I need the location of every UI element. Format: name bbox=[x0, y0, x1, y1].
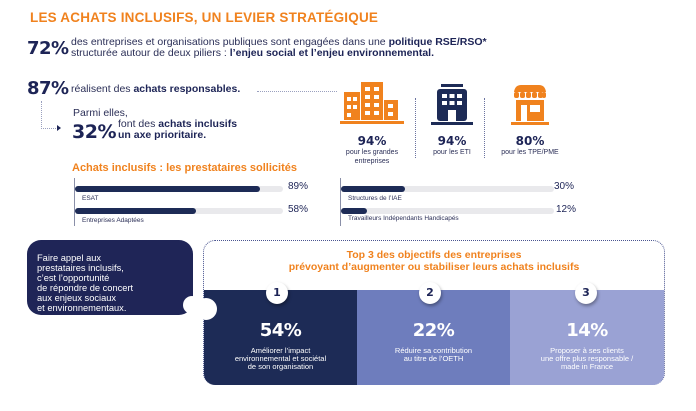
objective-line: au titre de l’OETH bbox=[403, 354, 464, 363]
stat-87-bold: achats responsables. bbox=[133, 83, 241, 95]
stat-87-plain: réalisent des bbox=[71, 83, 134, 95]
company-type-large-label: pour les grandes entreprises bbox=[345, 149, 399, 165]
callout-line: prestataires inclusifs, bbox=[37, 263, 124, 273]
objective-line: une offre plus responsable / bbox=[540, 354, 634, 363]
company-type-eti: 94% pour les ETI bbox=[407, 82, 497, 158]
callout-line: Faire appel aux bbox=[37, 253, 102, 263]
bar-label: Travailleurs Indépendants Handicapés bbox=[348, 215, 459, 222]
page-title: LES ACHATS INCLUSIFS, UN LEVIER STRATÉGI… bbox=[30, 10, 379, 25]
objective-line: Améliorer l’impact bbox=[250, 346, 311, 355]
objective-2-value: 22% bbox=[412, 320, 455, 341]
stat-32-value: 32% bbox=[72, 121, 116, 143]
bars-axis-right bbox=[340, 178, 341, 226]
stat-72-line2: structurée autour de deux piliers : bbox=[71, 46, 230, 59]
company-type-large: 94% pour les grandes entreprises bbox=[327, 82, 417, 166]
callout-line: c’est l’opportunité bbox=[37, 273, 110, 283]
large-company-building-icon bbox=[340, 82, 404, 124]
stat-32-intro: Parmi elles, bbox=[73, 107, 128, 119]
callout-line: de répondre de concert bbox=[37, 283, 134, 293]
divider bbox=[415, 98, 416, 158]
mid-size-company-building-icon bbox=[431, 84, 473, 125]
company-type-tpe-pme-value: 80% bbox=[515, 134, 545, 148]
objective-1-value: 54% bbox=[259, 320, 302, 341]
callout-line: aux enjeux sociaux bbox=[37, 293, 117, 303]
stat-32-line1-bold: achats inclusifs bbox=[158, 118, 238, 130]
stat-72-value: 72% bbox=[27, 38, 69, 59]
bar-fill bbox=[341, 186, 405, 192]
objective-line: Réduire sa contribution bbox=[394, 346, 473, 355]
providers-title: Achats inclusifs : les prestataires soll… bbox=[72, 162, 297, 174]
objective-1-label: Améliorer l’impact environnemental et so… bbox=[204, 347, 357, 371]
stat-72-line1-bold: politique RSE/RSO* bbox=[388, 36, 487, 48]
objective-line: Proposer à ses clients bbox=[550, 346, 624, 355]
rank-badge-1: 1 bbox=[266, 282, 288, 304]
objective-3-label: Proposer à ses clients une offre plus re… bbox=[510, 347, 664, 371]
stat-72-line2-bold: l’enjeu social et l’enjeu environnementa… bbox=[229, 46, 434, 59]
divider bbox=[484, 98, 485, 158]
stat-87-value: 87% bbox=[27, 78, 69, 99]
company-type-large-value: 94% bbox=[357, 134, 387, 148]
objective-2-label: Réduire sa contribution au titre de l’OE… bbox=[357, 347, 510, 363]
top3-title-line1: Top 3 des objectifs des entreprises bbox=[346, 249, 522, 261]
stat-32-line1: font des bbox=[118, 118, 159, 130]
dotted-connector bbox=[257, 91, 337, 92]
puzzle-knob bbox=[195, 298, 217, 320]
rank-badge-3: 3 bbox=[575, 282, 597, 304]
bar-fill bbox=[75, 186, 261, 192]
bar-value: 12% bbox=[556, 204, 577, 215]
callout-box bbox=[27, 240, 193, 315]
bar-value: 58% bbox=[288, 204, 309, 215]
top3-title: Top 3 des objectifs des entreprises prév… bbox=[203, 249, 665, 273]
objective-line: made in France bbox=[560, 362, 614, 371]
objective-line: de son organisation bbox=[247, 362, 314, 371]
stat-32-text: font des achats inclusifs un axe priorit… bbox=[118, 119, 237, 141]
company-type-tpe-pme-label: pour les TPE/PME bbox=[501, 149, 559, 156]
bar-value: 89% bbox=[288, 181, 309, 192]
bar-fill bbox=[341, 208, 367, 214]
objective-3: 14% Proposer à ses clients une offre plu… bbox=[510, 290, 664, 385]
company-type-eti-label: pour les ETI bbox=[433, 149, 471, 156]
arrow-right-icon bbox=[57, 125, 61, 131]
bar-track-tih bbox=[341, 208, 554, 214]
objective-1: 54% Améliorer l’impact environnemental e… bbox=[204, 290, 357, 385]
bar-track-ea bbox=[75, 208, 283, 214]
dotted-arrow-horizontal bbox=[41, 128, 58, 129]
stat-72-text: des entreprises et organisations publiqu… bbox=[71, 37, 487, 58]
company-type-eti-value: 94% bbox=[437, 134, 467, 148]
dotted-arrow-vertical bbox=[41, 101, 42, 129]
objective-line: environnemental et sociétal bbox=[234, 354, 327, 363]
bar-track-iae bbox=[341, 186, 554, 192]
bar-label: ESAT bbox=[82, 195, 99, 202]
top3-title-line2: prévoyant d’augmenter ou stabiliser leur… bbox=[288, 261, 580, 273]
stat-72-line1: des entreprises et organisations publiqu… bbox=[71, 36, 389, 48]
bar-label: Structures de l’IAE bbox=[348, 195, 402, 202]
small-shop-icon bbox=[511, 85, 549, 125]
stat-32-line2-bold: un axe prioritaire. bbox=[118, 129, 207, 141]
company-type-tpe-pme: 80% pour les TPE/PME bbox=[485, 82, 575, 158]
stat-87-text: réalisent des achats responsables. bbox=[71, 83, 240, 95]
bar-fill bbox=[75, 208, 196, 214]
callout-line: et environnementaux. bbox=[37, 303, 127, 313]
bar-value: 30% bbox=[554, 181, 575, 192]
callout-text: Faire appel aux prestataires inclusifs, … bbox=[37, 253, 133, 313]
objective-2: 22% Réduire sa contribution au titre de … bbox=[357, 290, 510, 385]
bars-axis-left bbox=[74, 178, 75, 226]
bar-track-esat bbox=[75, 186, 283, 192]
rank-badge-2: 2 bbox=[419, 282, 441, 304]
bar-label: Entreprises Adaptées bbox=[82, 217, 144, 224]
objective-3-value: 14% bbox=[566, 320, 608, 341]
